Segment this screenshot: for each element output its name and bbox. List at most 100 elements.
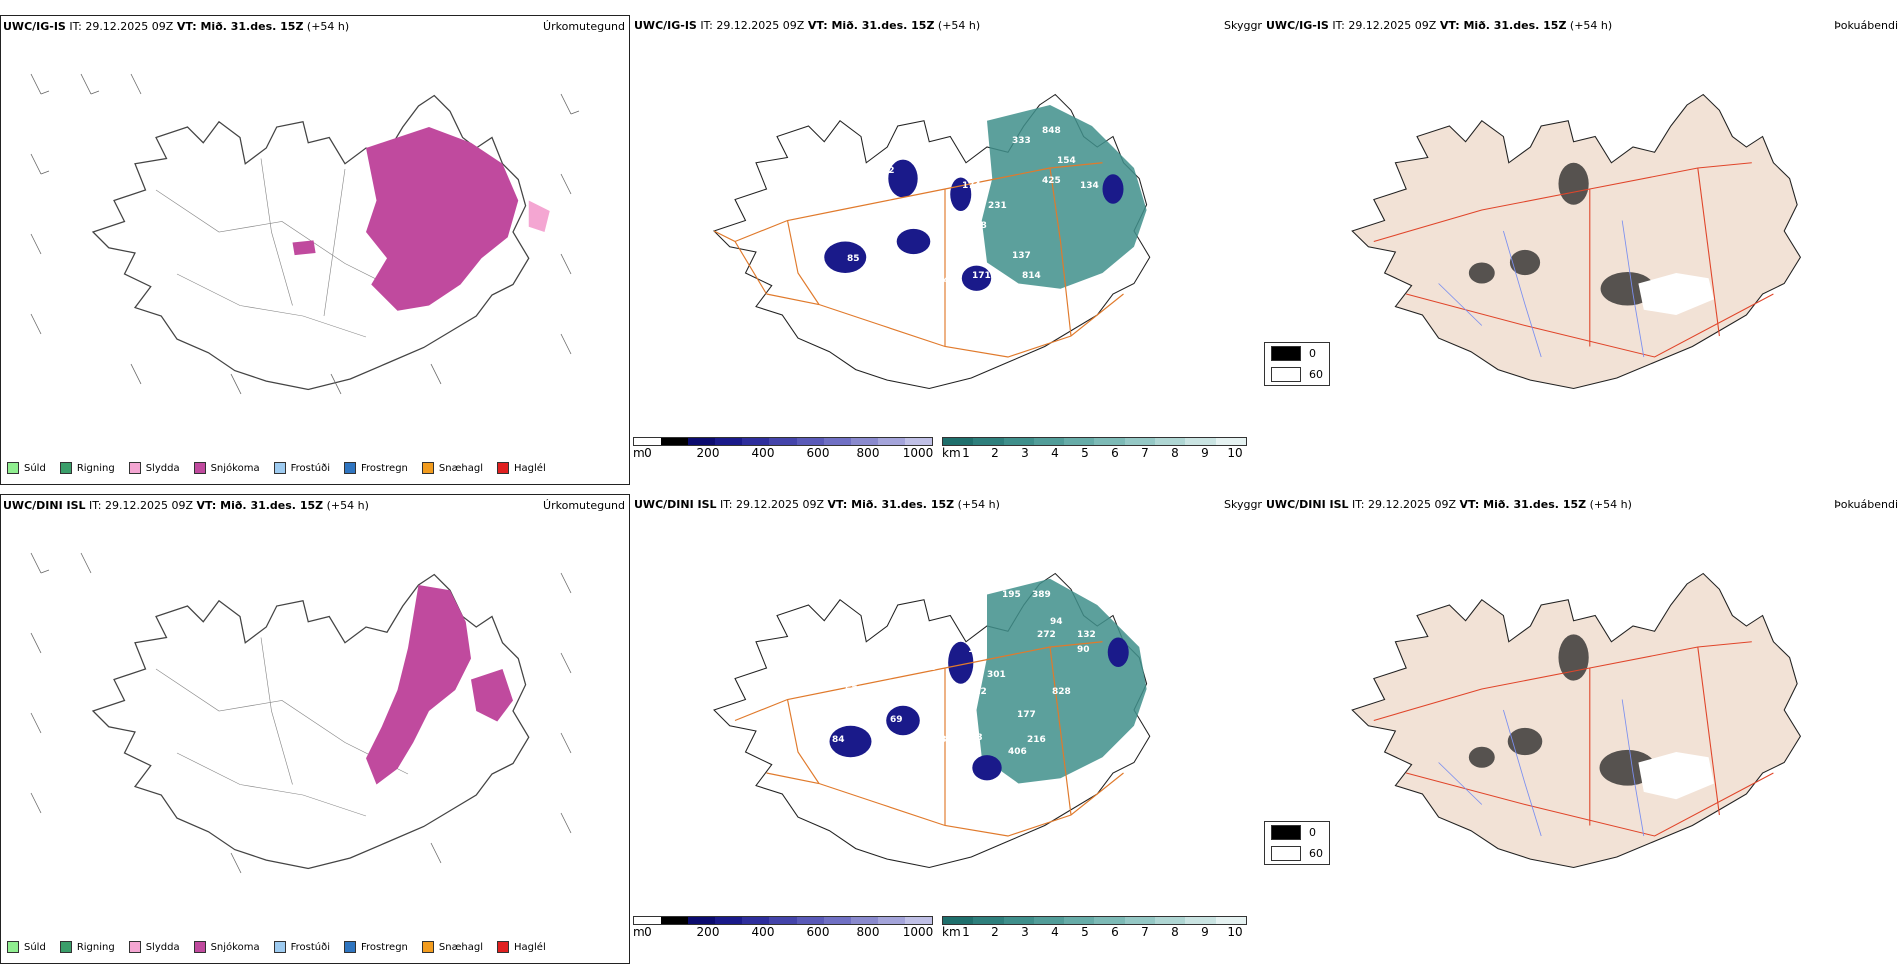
colorbar-segment — [850, 438, 878, 445]
fog-legend-row: 0 — [1265, 822, 1329, 843]
tick: 4 — [1051, 446, 1059, 460]
visibility-colorbar-bar — [942, 916, 1247, 925]
panel-header: UWC/IG-IS IT: 29.12.2025 09Z VT: Mið. 31… — [1266, 19, 1613, 32]
legend-swatch — [128, 462, 141, 474]
legend-item: Frostregn — [344, 941, 408, 953]
rivers — [1438, 699, 1645, 837]
tick: 600 — [806, 925, 830, 939]
precip-legend: Súld Rigning Slydda Snjókoma Frostúði Fr… — [7, 941, 546, 953]
ceiling-ticks: m 0 200 400 600 800 1000 — [633, 446, 933, 460]
panel-header: UWC/IG-IS IT: 29.12.2025 09Z VT: Mið. 31… — [634, 19, 981, 32]
vis-value: 311 — [962, 246, 981, 256]
legend-item: Slydda — [128, 941, 180, 953]
road-network — [734, 641, 1124, 837]
colorbar-segment — [688, 438, 716, 445]
tick: 200 — [696, 446, 720, 460]
tick: 7 — [1141, 446, 1149, 460]
fog-swatch — [1271, 346, 1301, 361]
colorbar-segment — [823, 917, 851, 924]
vis-value: 132 — [1077, 630, 1096, 640]
tick: 3 — [1021, 446, 1029, 460]
vis-value: 69 — [890, 715, 903, 725]
colorbar-segment — [715, 917, 743, 924]
low-ceiling-area — [824, 159, 1124, 291]
colorbar-segment — [796, 917, 824, 924]
colorbar-segment — [634, 917, 662, 924]
colorbar-segment — [796, 438, 824, 445]
panel-header: UWC/DINI ISL IT: 29.12.2025 09Z VT: Mið.… — [634, 498, 1000, 511]
colorbar-segment — [1033, 917, 1065, 924]
vis-value: 216 — [1027, 735, 1046, 745]
vis-value: 814 — [1022, 271, 1041, 281]
vis-value: 117 — [848, 708, 867, 718]
colorbar-segment — [877, 438, 905, 445]
fog-panel-bottom: UWC/DINI ISL IT: 29.12.2025 09Z VT: Mið.… — [1264, 494, 1900, 964]
sleet-area — [528, 200, 550, 232]
visibility-unit: km — [942, 925, 961, 939]
colorbar-segment — [634, 438, 662, 445]
colorbar-segment — [973, 917, 1004, 924]
fog-map — [1351, 572, 1801, 869]
visibility-ticks: km 1 2 3 4 5 6 7 8 9 10 — [942, 446, 1247, 460]
vis-value: 231 — [988, 201, 1007, 211]
precip-type-panel-top: UWC/IG-IS IT: 29.12.2025 09Z VT: Mið. 31… — [0, 15, 630, 485]
legend-item: Frostregn — [344, 462, 408, 474]
low-visibility-area — [976, 578, 1147, 784]
legend-item: Súld — [7, 462, 46, 474]
colorbar-segment — [688, 917, 716, 924]
ceiling-colorbar-bar — [633, 437, 933, 446]
visibility-map: 195 389 94 272 132 90 129 301 112 828 13… — [713, 572, 1151, 869]
vis-value: 74 — [937, 276, 950, 286]
fog-swatch — [1271, 846, 1301, 861]
ceiling-colorbar: m 0 200 400 600 800 1000 — [633, 916, 933, 939]
legend-swatch — [193, 462, 206, 474]
vis-value: 137 — [950, 705, 969, 715]
tick: 0 — [644, 446, 652, 460]
vis-value: 137 — [1012, 251, 1031, 261]
vis-value: 29 — [922, 730, 935, 740]
colorbar-segment — [715, 438, 743, 445]
vis-value: 134 — [1080, 181, 1099, 191]
tick: 400 — [751, 925, 775, 939]
vis-value: 171 — [972, 271, 991, 281]
fog-legend: 0 60 — [1264, 821, 1330, 865]
vis-value: 89 — [940, 735, 953, 745]
legend-swatch — [128, 941, 141, 953]
legend-swatch — [421, 462, 434, 474]
panel-title: Þokuábendi — [1834, 498, 1898, 511]
colorbar-segment — [1003, 917, 1034, 924]
vis-value: 195 — [1002, 590, 1021, 600]
visibility-colorbar: km 1 2 3 4 5 6 7 8 9 10 — [942, 437, 1247, 460]
colorbar-segment — [769, 917, 797, 924]
panel-title: Úrkomutegund — [543, 20, 625, 33]
legend-item: Snjókoma — [193, 941, 260, 953]
vis-value: 118 — [968, 221, 987, 231]
colorbar-segment — [742, 438, 770, 445]
legend-item: Haglél — [497, 941, 546, 953]
tick: 6 — [1111, 925, 1119, 939]
legend-item: Snæhagl — [421, 941, 483, 953]
wind-barbs — [30, 552, 572, 874]
vis-value: 112 — [968, 687, 987, 697]
colorbar-segment — [1094, 917, 1125, 924]
tick: 5 — [1081, 925, 1089, 939]
panel-title: Úrkomutegund — [543, 499, 625, 512]
panel-title: Skyggni — [1224, 498, 1262, 511]
wind-barbs — [30, 73, 580, 395]
tick: 200 — [696, 925, 720, 939]
tick: 9 — [1201, 446, 1209, 460]
precip-map — [30, 73, 580, 395]
colorbar-segment — [1124, 917, 1156, 924]
vis-value: 154 — [1057, 156, 1076, 166]
vis-value: 129 — [968, 645, 987, 655]
panel-title: Þokuábendi — [1834, 19, 1898, 32]
tick: 7 — [1141, 925, 1149, 939]
colorbar-segment — [1185, 917, 1216, 924]
legend-swatch — [59, 462, 72, 474]
colorbar-segment — [943, 917, 974, 924]
visibility-panel-bottom: UWC/DINI ISL IT: 29.12.2025 09Z VT: Mið.… — [632, 494, 1262, 964]
road-network — [713, 162, 1124, 358]
tick: 3 — [1021, 925, 1029, 939]
vis-value: 68 — [970, 733, 983, 743]
fog-legend-row: 60 — [1265, 843, 1329, 864]
